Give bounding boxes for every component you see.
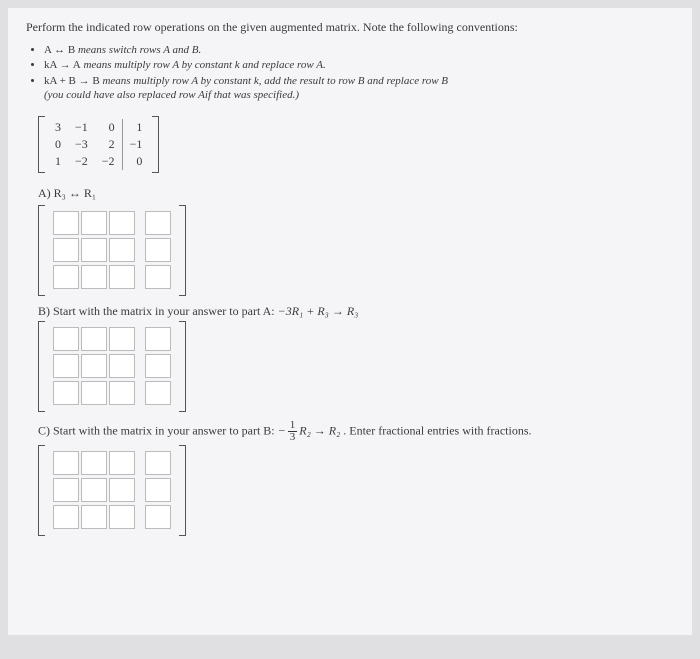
m-r2c4: −1 bbox=[122, 136, 149, 153]
input-row bbox=[52, 210, 172, 236]
input-cell[interactable] bbox=[81, 381, 107, 405]
bracket-left bbox=[38, 116, 45, 173]
m-r3c3: −2 bbox=[95, 153, 122, 170]
input-cell[interactable] bbox=[109, 478, 135, 502]
input-cell[interactable] bbox=[53, 327, 79, 351]
input-cell[interactable] bbox=[81, 327, 107, 351]
input-cell[interactable] bbox=[109, 327, 135, 351]
part-c-text: C) Start with the matrix in your answer … bbox=[38, 420, 674, 443]
m-r3c4: 0 bbox=[122, 153, 149, 170]
input-cell[interactable] bbox=[53, 354, 79, 378]
fraction: 13 bbox=[288, 420, 298, 443]
bracket-right bbox=[152, 116, 159, 173]
input-cell[interactable] bbox=[145, 354, 171, 378]
bracket-left-icon bbox=[38, 205, 45, 296]
input-cell[interactable] bbox=[109, 354, 135, 378]
input-cell[interactable] bbox=[81, 211, 107, 235]
part-a-input-matrix bbox=[38, 205, 674, 296]
input-cell[interactable] bbox=[145, 381, 171, 405]
input-cell[interactable] bbox=[109, 211, 135, 235]
input-cell[interactable] bbox=[53, 505, 79, 529]
input-cell[interactable] bbox=[53, 238, 79, 262]
input-cell[interactable] bbox=[145, 478, 171, 502]
input-cell[interactable] bbox=[109, 238, 135, 262]
m-r2c1: 0 bbox=[48, 136, 68, 153]
input-cell[interactable] bbox=[109, 381, 135, 405]
input-cell[interactable] bbox=[81, 451, 107, 475]
input-cell[interactable] bbox=[109, 505, 135, 529]
part-b-input-matrix bbox=[38, 321, 674, 412]
bracket-left-icon bbox=[38, 321, 45, 412]
conventions-list: A ↔ B means switch rows A and B. kA → A … bbox=[44, 43, 674, 102]
input-row bbox=[52, 237, 172, 263]
input-row bbox=[52, 264, 172, 290]
bracket-right-icon bbox=[179, 321, 186, 412]
convention-3: kA + B → B means multiply row A by const… bbox=[44, 74, 674, 103]
part-b-grid bbox=[48, 324, 176, 409]
input-cell[interactable] bbox=[53, 381, 79, 405]
part-b-text: B) Start with the matrix in your answer … bbox=[38, 304, 674, 319]
m-r3c1: 1 bbox=[48, 153, 68, 170]
m-r1c3: 0 bbox=[95, 119, 122, 136]
input-cell[interactable] bbox=[53, 451, 79, 475]
bracket-left-icon bbox=[38, 445, 45, 536]
instruction-title: Perform the indicated row operations on … bbox=[26, 20, 674, 35]
input-cell[interactable] bbox=[145, 265, 171, 289]
m-r1c1: 3 bbox=[48, 119, 68, 136]
input-cell[interactable] bbox=[145, 238, 171, 262]
m-r1c4: 1 bbox=[122, 119, 149, 136]
input-cell[interactable] bbox=[145, 505, 171, 529]
input-cell[interactable] bbox=[81, 478, 107, 502]
part-c-matrix-wrap bbox=[38, 445, 186, 536]
input-cell[interactable] bbox=[145, 451, 171, 475]
given-matrix: 3 −1 0 1 0 −3 2 −1 1 −2 −2 0 bbox=[38, 116, 159, 173]
input-cell[interactable] bbox=[81, 505, 107, 529]
input-cell[interactable] bbox=[53, 211, 79, 235]
matrix-table: 3 −1 0 1 0 −3 2 −1 1 −2 −2 0 bbox=[48, 119, 149, 170]
part-b-matrix-wrap bbox=[38, 321, 186, 412]
input-cell[interactable] bbox=[53, 478, 79, 502]
input-cell[interactable] bbox=[145, 327, 171, 351]
input-cell[interactable] bbox=[53, 265, 79, 289]
bracket-right-icon bbox=[179, 445, 186, 536]
m-r3c2: −2 bbox=[68, 153, 95, 170]
input-row bbox=[52, 353, 172, 379]
m-r2c3: 2 bbox=[95, 136, 122, 153]
input-cell[interactable] bbox=[81, 265, 107, 289]
input-cell[interactable] bbox=[109, 451, 135, 475]
input-row bbox=[52, 450, 172, 476]
m-r2c2: −3 bbox=[68, 136, 95, 153]
input-row bbox=[52, 380, 172, 406]
input-cell[interactable] bbox=[81, 354, 107, 378]
input-cell[interactable] bbox=[145, 211, 171, 235]
input-row bbox=[52, 326, 172, 352]
m-r1c2: −1 bbox=[68, 119, 95, 136]
input-row bbox=[52, 477, 172, 503]
input-row bbox=[52, 504, 172, 530]
part-a-matrix-wrap bbox=[38, 205, 186, 296]
part-a-label: A) R₃ ↔ R₁ bbox=[38, 186, 674, 201]
convention-1: A ↔ B means switch rows A and B. bbox=[44, 43, 674, 57]
page-container: Perform the indicated row operations on … bbox=[8, 8, 692, 635]
part-a-grid bbox=[48, 208, 176, 293]
input-cell[interactable] bbox=[109, 265, 135, 289]
bracket-right-icon bbox=[179, 205, 186, 296]
part-c-input-matrix bbox=[38, 445, 674, 536]
input-cell[interactable] bbox=[81, 238, 107, 262]
convention-2: kA → A means multiply row A by constant … bbox=[44, 58, 674, 72]
part-c-grid bbox=[48, 448, 176, 533]
